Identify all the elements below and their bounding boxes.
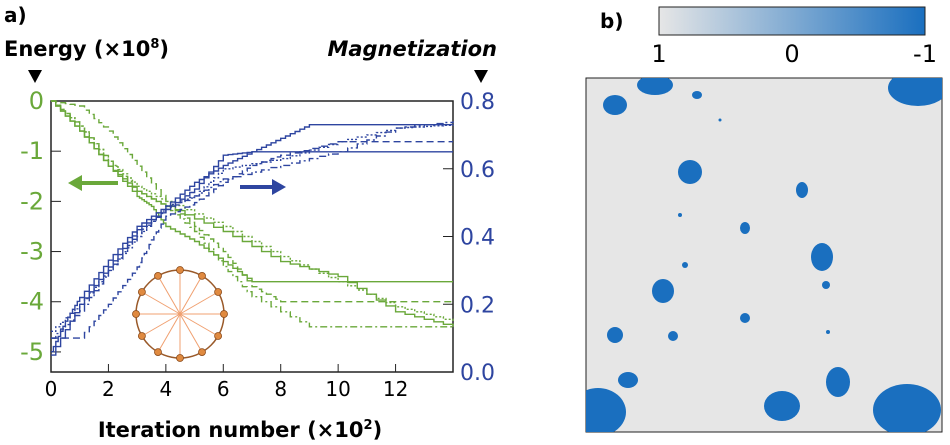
y-right-tick-label: 0.8 <box>460 90 495 115</box>
magnetization-map <box>585 77 943 433</box>
y-left-tick-label: -5 <box>20 338 44 366</box>
domain-blob <box>740 313 750 323</box>
right-axis-marker-icon <box>474 70 488 83</box>
domain-blob <box>822 281 830 289</box>
energy-line <box>51 100 454 327</box>
x-axis-title: Iteration number (×102) <box>98 418 382 442</box>
domain-blob <box>607 327 623 343</box>
domain-blob <box>678 160 702 184</box>
y-right-tick-label: 0.0 <box>460 361 495 386</box>
domain-blob <box>764 391 800 421</box>
colorbar-tick: -1 <box>913 40 937 68</box>
x-tick-label: 10 <box>325 377 350 401</box>
plot-area: 0 2 4 6 8 10 12 0 -1 -2 -3 -4 -5 0.8 0.6 0.4 0.2 0.0 <box>20 87 495 401</box>
magnetic-domains <box>586 78 942 432</box>
domain-blob <box>603 95 627 115</box>
domain-blob <box>718 118 722 122</box>
x-tick-label: 6 <box>217 377 230 401</box>
y-right-tick-label: 0.4 <box>460 226 495 251</box>
y-right-tick-label: 0.6 <box>460 158 495 183</box>
y-left-tick-label: -4 <box>20 288 44 316</box>
x-tick-label: 4 <box>159 377 172 401</box>
domain-blob <box>678 213 682 217</box>
panel-b-label: b) <box>600 9 623 33</box>
energy-axis-title: Energy (×108) <box>4 37 169 61</box>
energy-line <box>51 100 453 283</box>
x-tick-label: 0 <box>45 377 58 401</box>
y-right-tick-label: 0.2 <box>460 293 495 318</box>
domain-blob <box>873 384 941 432</box>
domain-blob <box>586 388 626 432</box>
energy-arrow-head-icon <box>68 175 82 191</box>
x-tick-label: 12 <box>383 377 408 401</box>
domain-blob <box>668 331 678 341</box>
domain-blob <box>811 243 833 271</box>
domain-blob <box>652 279 674 303</box>
magnetization-arrow-head-icon <box>272 179 286 195</box>
colorbar-tick: 0 <box>784 40 799 68</box>
x-tick-label: 8 <box>274 377 287 401</box>
magnetization-line <box>51 124 454 333</box>
energy-line <box>51 100 453 303</box>
left-axis-marker-icon <box>28 70 42 83</box>
domain-blob <box>692 91 702 99</box>
y-left-tick-label: -3 <box>20 238 44 266</box>
energy-line <box>51 100 453 328</box>
y-left-tick-label: -1 <box>20 137 44 165</box>
colorbar <box>658 6 926 36</box>
magnetization-line <box>51 124 453 353</box>
y-left-tick-label: -2 <box>20 187 44 215</box>
x-tick-label: 2 <box>102 377 115 401</box>
y-left-tick-label: 0 <box>29 87 44 115</box>
domain-blob <box>888 78 942 106</box>
domain-blob <box>618 372 638 388</box>
domain-blob <box>796 182 808 198</box>
magnetization-line <box>51 141 453 339</box>
ring-lattice-icon <box>132 266 228 362</box>
panel-a-label: a) <box>4 3 27 27</box>
domain-blob <box>682 262 688 268</box>
domain-blob <box>740 222 750 234</box>
domain-blob <box>826 330 830 334</box>
magnetization-line <box>51 121 454 339</box>
energy-line <box>51 100 454 322</box>
domain-blob <box>826 367 850 397</box>
magnetization-axis-title: Magnetization <box>327 37 497 61</box>
domain-blob <box>637 78 673 95</box>
colorbar-tick: 1 <box>651 40 666 68</box>
